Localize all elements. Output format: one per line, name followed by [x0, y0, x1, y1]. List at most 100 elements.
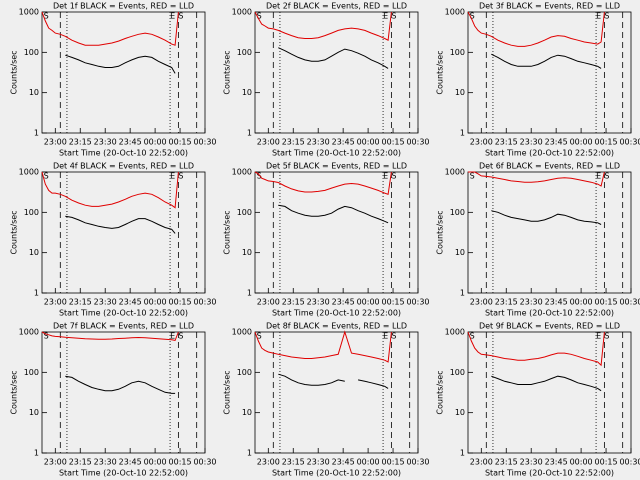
x-tick-label: 23:45	[545, 138, 568, 147]
y-axis-label: Counts/sec	[436, 210, 445, 254]
x-tick-label: 00:00	[357, 458, 380, 467]
series-line	[41, 11, 179, 46]
annotation: E	[170, 12, 175, 21]
x-tick-label: 00:15	[382, 298, 405, 307]
x-tick-label: 00:00	[144, 298, 167, 307]
annotation: E	[383, 332, 388, 341]
series-line	[254, 330, 392, 363]
x-tick-label: 23:00	[470, 298, 493, 307]
x-tick-label: 23:30	[94, 138, 117, 147]
x-tick-label: 00:30	[193, 298, 216, 307]
annotation: S	[178, 332, 183, 341]
series-line	[254, 11, 392, 41]
x-tick-label: 00:00	[570, 458, 593, 467]
y-tick-label: 100	[450, 48, 465, 57]
y-tick-label: 1	[460, 289, 465, 298]
series-line	[41, 171, 179, 209]
x-axis-label: Start Time (20-Oct-10 22:52:00)	[485, 149, 614, 158]
y-tick-label: 10	[455, 408, 465, 417]
x-tick-label: 00:15	[595, 138, 618, 147]
annotation: E	[170, 332, 175, 341]
chart-title: Det 7f BLACK = Events, RED = LLD	[53, 322, 194, 331]
y-tick-label: 1000	[445, 328, 465, 337]
annotation: S	[604, 172, 609, 181]
x-tick-label: 00:00	[570, 298, 593, 307]
x-tick-label: 23:15	[495, 458, 518, 467]
x-tick-label: 23:15	[282, 298, 305, 307]
x-tick-label: 00:00	[144, 138, 167, 147]
y-tick-label: 100	[24, 48, 39, 57]
y-tick-label: 1000	[445, 168, 465, 177]
y-tick-label: 100	[24, 368, 39, 377]
series-line	[65, 375, 176, 394]
plot-frame	[41, 11, 206, 134]
annotation: S	[178, 172, 183, 181]
x-axis-label: Start Time (20-Oct-10 22:52:00)	[272, 149, 401, 158]
y-axis-label: Counts/sec	[10, 370, 19, 414]
y-tick-label: 100	[237, 48, 252, 57]
x-tick-label: 23:00	[470, 458, 493, 467]
annotation: S	[391, 12, 396, 21]
y-tick-label: 100	[24, 208, 39, 217]
series-line	[467, 11, 605, 47]
annotation: S	[470, 172, 475, 181]
x-tick-label: 23:15	[69, 298, 92, 307]
x-tick-label: 23:45	[545, 458, 568, 467]
x-tick-label: 23:15	[495, 298, 518, 307]
annotation: E	[383, 12, 388, 21]
series-line	[491, 53, 602, 69]
annotation: E	[596, 172, 601, 181]
x-tick-label: 23:15	[69, 458, 92, 467]
x-tick-label: 00:15	[169, 298, 192, 307]
x-tick-label: 00:30	[406, 298, 429, 307]
x-tick-label: 00:15	[169, 458, 192, 467]
series-line	[468, 171, 605, 187]
x-tick-label: 23:45	[119, 138, 142, 147]
annotation: E	[383, 172, 388, 181]
y-tick-label: 100	[450, 208, 465, 217]
y-tick-label: 1000	[19, 168, 39, 177]
y-tick-label: 1	[247, 289, 252, 298]
x-axis-label: Start Time (20-Oct-10 22:52:00)	[59, 469, 188, 478]
x-tick-label: 00:30	[619, 458, 640, 467]
chart-title: Det 8f BLACK = Events, RED = LLD	[266, 322, 407, 331]
x-tick-label: 00:00	[357, 298, 380, 307]
x-tick-label: 00:15	[382, 138, 405, 147]
x-tick-label: 23:15	[495, 138, 518, 147]
chart-title: Det 1f BLACK = Events, RED = LLD	[53, 2, 194, 11]
y-tick-label: 1	[34, 289, 39, 298]
annotation: S	[44, 172, 49, 181]
x-tick-label: 23:30	[520, 458, 543, 467]
annotation: S	[391, 172, 396, 181]
y-axis-label: Counts/sec	[436, 50, 445, 94]
chart-title: Det 3f BLACK = Events, RED = LLD	[479, 2, 620, 11]
series-line	[278, 47, 389, 69]
series-line	[491, 375, 602, 392]
x-tick-label: 00:30	[619, 138, 640, 147]
x-tick-label: 23:45	[119, 298, 142, 307]
y-tick-label: 1000	[19, 8, 39, 17]
x-tick-label: 00:00	[570, 138, 593, 147]
annotation: S	[44, 332, 49, 341]
x-tick-label: 23:15	[282, 458, 305, 467]
y-tick-label: 10	[29, 248, 39, 257]
y-tick-label: 1000	[19, 328, 39, 337]
x-tick-label: 23:15	[282, 138, 305, 147]
x-tick-label: 23:45	[119, 458, 142, 467]
x-tick-label: 23:30	[307, 138, 330, 147]
plot-frame	[467, 11, 632, 134]
y-tick-label: 1	[247, 129, 252, 138]
chart-title: Det 4f BLACK = Events, RED = LLD	[53, 162, 194, 171]
x-tick-label: 23:15	[69, 138, 92, 147]
y-axis-label: Counts/sec	[10, 50, 19, 94]
y-axis-label: Counts/sec	[223, 210, 232, 254]
x-tick-label: 23:45	[545, 298, 568, 307]
y-tick-label: 10	[29, 88, 39, 97]
x-tick-label: 00:30	[193, 138, 216, 147]
x-tick-label: 00:15	[595, 298, 618, 307]
x-tick-label: 00:30	[406, 458, 429, 467]
x-tick-label: 23:00	[257, 298, 280, 307]
x-tick-label: 23:00	[44, 298, 67, 307]
y-tick-label: 10	[242, 408, 252, 417]
annotation: S	[257, 12, 262, 21]
